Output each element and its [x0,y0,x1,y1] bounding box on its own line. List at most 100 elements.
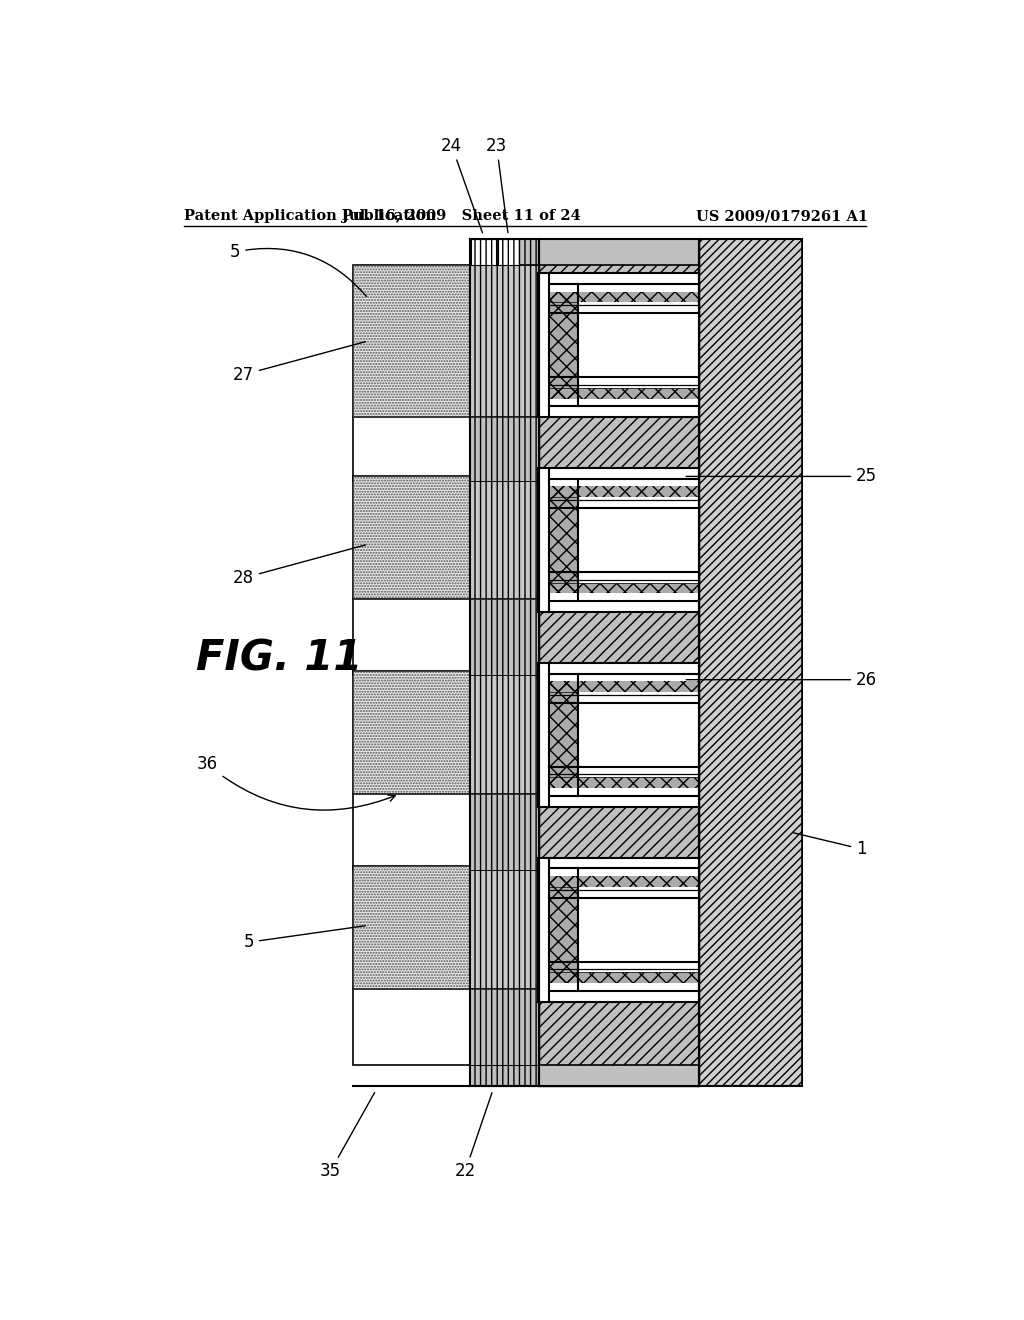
Bar [538,273,549,417]
Text: 36: 36 [197,755,395,810]
Text: Jul. 16, 2009   Sheet 11 of 24: Jul. 16, 2009 Sheet 11 of 24 [342,209,581,223]
Bar [470,989,540,1065]
Bar [578,887,698,973]
Bar [352,989,540,1065]
Bar [538,469,578,612]
Bar [540,239,698,1086]
Bar [549,479,698,487]
Text: 24: 24 [441,136,482,232]
Text: 25: 25 [686,467,878,486]
Text: US 2009/0179261 A1: US 2009/0179261 A1 [696,209,868,223]
Text: 35: 35 [319,1093,375,1180]
Bar [470,239,540,264]
Text: 23: 23 [486,136,508,232]
Bar [470,795,540,870]
Bar [538,858,549,1002]
Bar [698,239,802,1086]
Text: 26: 26 [686,671,878,689]
Bar [549,388,698,417]
Bar [549,469,698,479]
Bar [549,991,698,1002]
Bar [470,417,540,480]
Bar [538,858,698,1002]
Bar [538,273,578,417]
Bar [538,663,698,807]
Bar [471,239,496,264]
Bar [498,239,518,264]
Text: FIG. 11: FIG. 11 [197,638,362,680]
Bar [538,663,698,673]
Bar [538,407,698,417]
Bar [549,582,698,612]
Bar [352,417,540,480]
Bar [538,991,698,1002]
Bar [538,663,578,807]
Bar [549,858,698,887]
Bar [352,671,470,795]
Bar [470,1065,540,1086]
Bar [549,663,698,692]
Bar [578,498,698,582]
Bar [538,469,698,612]
Bar [549,869,698,876]
Bar [471,239,496,264]
Bar [549,663,698,692]
Text: 1: 1 [794,833,866,858]
Bar [549,663,698,673]
Bar [498,239,518,264]
Bar [352,795,540,870]
Text: 22: 22 [455,1093,492,1180]
Bar [549,582,698,612]
Bar [352,477,470,599]
Text: 5: 5 [244,925,366,952]
Bar [538,663,578,807]
Bar [538,858,578,1002]
Bar [549,594,698,601]
Bar [352,477,470,599]
Text: 28: 28 [232,545,366,587]
Bar [549,273,698,284]
Bar [549,858,698,869]
Bar [549,388,698,417]
Bar [540,239,698,1086]
Bar [549,273,698,302]
Bar [352,866,470,989]
Bar [549,273,698,302]
Text: Patent Application Publication: Patent Application Publication [183,209,436,223]
Bar [538,858,578,1002]
Bar [538,469,698,479]
Bar [352,599,540,676]
Bar [538,663,549,807]
Text: 5: 5 [229,243,367,297]
Bar [538,273,698,417]
Bar [549,973,698,1002]
Bar [549,777,698,807]
Bar [538,858,698,869]
Bar [470,599,540,676]
Bar [538,273,578,417]
Bar [549,407,698,417]
Bar [538,796,698,807]
Bar [470,239,698,264]
Bar [549,673,698,681]
Bar [549,777,698,807]
Bar [549,973,698,1002]
Bar [549,796,698,807]
Text: 27: 27 [232,342,366,384]
Bar [470,239,540,1086]
Bar [549,399,698,407]
Bar [470,599,540,676]
Bar [549,601,698,612]
Bar [470,1065,698,1086]
Bar [352,264,470,417]
Bar [352,264,470,417]
Bar [538,469,549,612]
Bar [470,989,540,1065]
Bar [549,858,698,887]
Bar [538,601,698,612]
Bar [549,983,698,991]
Bar [352,866,470,989]
Bar [549,788,698,796]
Bar [578,692,698,777]
Bar [549,284,698,292]
